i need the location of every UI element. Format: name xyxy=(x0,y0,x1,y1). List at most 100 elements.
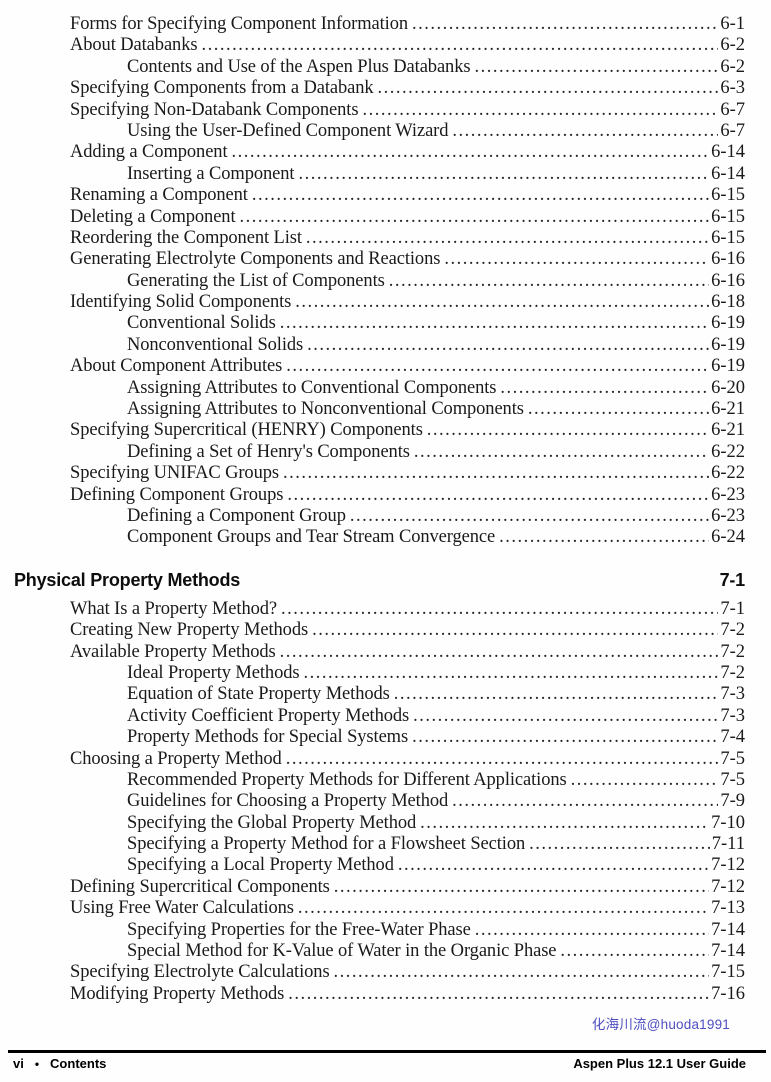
toc-entry-page: 6-16 xyxy=(711,249,745,270)
toc-entry-page: 6-22 xyxy=(711,463,745,484)
toc-entry: Ideal Property Methods 7-2 xyxy=(14,663,745,684)
toc-entry: Recommended Property Methods for Differe… xyxy=(14,770,745,791)
toc-entry: Component Groups and Tear Stream Converg… xyxy=(14,527,745,548)
toc-entry: Generating the List of Components 6-16 xyxy=(14,271,745,292)
toc-leader-dots xyxy=(280,313,709,334)
toc-entry: Specifying Supercritical (HENRY) Compone… xyxy=(14,420,745,441)
toc-leader-dots xyxy=(389,271,709,292)
toc-entry: Forms for Specifying Component Informati… xyxy=(14,14,745,35)
toc-entry: Defining a Component Group 6-23 xyxy=(14,506,745,527)
toc-entry-page: 6-14 xyxy=(711,142,745,163)
toc-entry: Specifying the Global Property Method 7-1… xyxy=(14,813,745,834)
toc-entry: Specifying a Local Property Method 7-12 xyxy=(14,855,745,876)
toc-entry-title: Specifying a Property Method for a Flows… xyxy=(127,834,526,855)
toc-entry: Special Method for K-Value of Water in t… xyxy=(14,941,745,962)
toc-entry-title: Specifying UNIFAC Groups xyxy=(70,463,279,484)
toc-leader-dots xyxy=(474,57,718,78)
toc-entry-page: 6-21 xyxy=(711,399,745,420)
toc-entry: Using the User-Defined Component Wizard 6… xyxy=(14,121,745,142)
toc-entry-title: Defining Component Groups xyxy=(70,484,284,505)
toc-entry: Inserting a Component 6-14 xyxy=(14,164,745,185)
toc-entry-page: 6-19 xyxy=(711,334,745,355)
toc-entry-title: Reordering the Component List xyxy=(70,227,302,248)
toc-entry-page: 7-3 xyxy=(720,684,745,705)
toc-leader-dots xyxy=(444,249,709,270)
toc-leader-dots xyxy=(398,855,709,876)
toc-leader-dots xyxy=(362,100,718,121)
toc-entry-page: 6-2 xyxy=(720,56,745,77)
toc-leader-dots xyxy=(350,506,709,527)
toc-leader-dots xyxy=(560,941,709,962)
toc-entry-title: Creating New Property Methods xyxy=(70,620,309,641)
toc-entry: Activity Coefficient Property Methods 7-3 xyxy=(14,706,745,727)
footer-section-label: Contents xyxy=(50,1056,107,1071)
toc-leader-dots xyxy=(571,770,719,791)
toc-entry: About Component Attributes 6-19 xyxy=(14,356,745,377)
toc-entry: Guidelines for Choosing a Property Metho… xyxy=(14,791,745,812)
footer-rule xyxy=(8,1050,766,1053)
toc-entry-page: 7-1 xyxy=(720,598,745,619)
toc-entry: Modifying Property Methods 7-16 xyxy=(14,984,745,1005)
toc-entry-title: Using the User-Defined Component Wizard xyxy=(127,120,449,141)
toc-leader-dots xyxy=(412,14,718,35)
toc-leader-dots xyxy=(414,442,709,463)
toc-entry-page: 6-15 xyxy=(711,227,745,248)
toc-leader-dots xyxy=(232,142,710,163)
toc-entry-title: Special Method for K-Value of Water in t… xyxy=(127,941,557,962)
toc-leader-dots xyxy=(378,78,719,99)
toc-entry-title: Defining a Set of Henry's Components xyxy=(127,441,410,462)
toc-entry-page: 6-23 xyxy=(711,484,745,505)
toc-entry: Adding a Component 6-14 xyxy=(14,142,745,163)
toc-entry-title: Defining Supercritical Components xyxy=(70,876,330,897)
toc-leader-dots xyxy=(475,920,709,941)
toc-entry-title: Generating Electrolyte Components and Re… xyxy=(70,249,441,270)
toc-entry-page: 6-7 xyxy=(720,99,745,120)
toc-leader-dots xyxy=(286,356,709,377)
toc-leader-dots xyxy=(298,898,709,919)
toc-entry-page: 7-16 xyxy=(711,983,745,1004)
toc-entry: Creating New Property Methods 7-2 xyxy=(14,620,745,641)
toc-entry-page: 7-2 xyxy=(720,662,745,683)
toc-entry-page: 7-14 xyxy=(711,919,745,940)
page-footer: vi • Contents Aspen Plus 12.1 User Guide xyxy=(13,1056,746,1071)
toc-entry-title: Specifying the Global Property Method xyxy=(127,812,417,833)
toc-leader-dots xyxy=(295,292,709,313)
toc-entry: Generating Electrolyte Components and Re… xyxy=(14,249,745,270)
toc-leader-dots xyxy=(312,620,718,641)
toc-entry-title: Specifying Electrolyte Calculations xyxy=(70,962,330,983)
toc-entry: Defining Supercritical Components 7-12 xyxy=(14,877,745,898)
toc-entry-title: Specifying Components from a Databank xyxy=(70,78,374,99)
toc-entry-page: 7-3 xyxy=(720,705,745,726)
toc-entry-page: 7-5 xyxy=(720,769,745,790)
toc-entry-title: Available Property Methods xyxy=(70,641,276,662)
toc-leader-dots xyxy=(280,642,719,663)
toc-entry: Defining Component Groups 6-23 xyxy=(14,485,745,506)
toc-entry: Specifying a Property Method for a Flows… xyxy=(14,834,745,855)
toc-entry-title: Deleting a Component xyxy=(70,206,236,227)
toc-entry-page: 7-2 xyxy=(720,620,745,641)
toc-entry: Conventional Solids 6-19 xyxy=(14,313,745,334)
toc-entry-title: Contents and Use of the Aspen Plus Datab… xyxy=(127,56,471,77)
toc-entry-title: Nonconventional Solids xyxy=(127,334,304,355)
toc-entry-page: 7-13 xyxy=(711,898,745,919)
toc-entry-title: Recommended Property Methods for Differe… xyxy=(127,769,567,790)
toc-leader-dots xyxy=(306,228,709,249)
toc-leader-dots xyxy=(201,35,718,56)
toc-entry: About Databanks 6-2 xyxy=(14,35,745,56)
toc-leader-dots xyxy=(287,485,709,506)
toc-entry-page: 6-7 xyxy=(720,120,745,141)
toc-entry: Assigning Attributes to Nonconventional … xyxy=(14,399,745,420)
toc-entry-title: Specifying Supercritical (HENRY) Compone… xyxy=(70,420,423,441)
toc-entry-title: Using Free Water Calculations xyxy=(70,898,294,919)
toc-entry-page: 7-2 xyxy=(720,641,745,662)
toc-entry: Defining a Set of Henry's Components 6-22 xyxy=(14,442,745,463)
toc-entry: Specifying UNIFAC Groups 6-22 xyxy=(14,463,745,484)
toc-entry-title: About Component Attributes xyxy=(70,356,283,377)
toc-entry-page: 7-12 xyxy=(711,876,745,897)
toc-entry-title: Defining a Component Group xyxy=(127,505,346,526)
toc-entry-page: 7-12 xyxy=(711,855,745,876)
toc-entry-title: Assigning Attributes to Conventional Com… xyxy=(127,377,497,398)
toc-leader-dots xyxy=(452,121,718,142)
toc-entry-page: 7-10 xyxy=(711,812,745,833)
toc-entry-page: 7-15 xyxy=(711,962,745,983)
